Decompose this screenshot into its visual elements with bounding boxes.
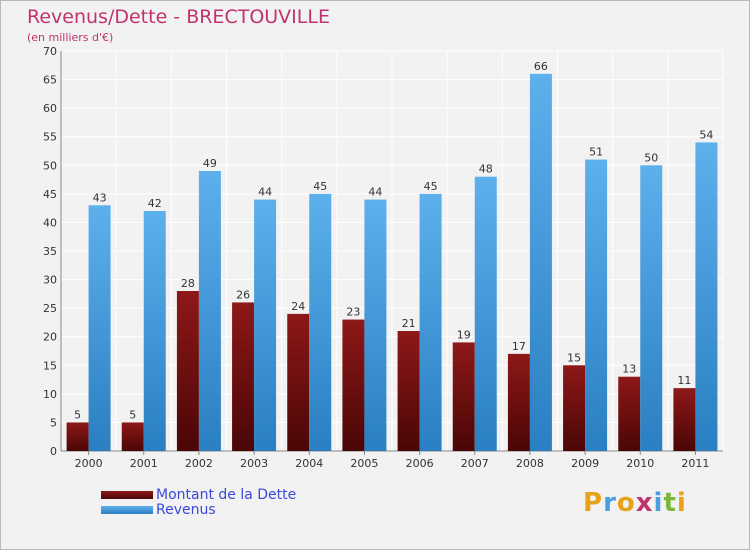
x-tick-label: 2007 <box>461 457 489 470</box>
data-label: 28 <box>181 277 195 290</box>
data-label: 66 <box>534 60 548 73</box>
bar-revenus <box>585 159 608 452</box>
data-label: 11 <box>677 374 691 387</box>
y-tick-label: 65 <box>43 74 57 87</box>
data-label: 21 <box>402 317 416 330</box>
data-label: 19 <box>457 328 471 341</box>
legend-label-revenus: Revenus <box>156 501 216 518</box>
x-tick-label: 2000 <box>75 457 103 470</box>
y-tick-label: 15 <box>43 359 57 372</box>
bar-revenus <box>474 176 497 451</box>
logo-letter: i <box>676 488 687 518</box>
data-label: 5 <box>74 408 81 421</box>
y-tick-label: 55 <box>43 131 57 144</box>
bar-dette <box>673 388 696 451</box>
bar-dette <box>176 291 199 451</box>
data-label: 51 <box>589 146 603 159</box>
legend-swatch-revenus <box>101 505 153 514</box>
bar-dette <box>342 319 365 451</box>
bar-revenus <box>309 193 332 451</box>
y-tick-label: 5 <box>50 416 57 429</box>
legend-label-dette: Montant de la Dette <box>156 486 297 503</box>
data-label: 43 <box>93 191 107 204</box>
y-tick-label: 70 <box>43 45 57 58</box>
proxiti-logo: Proxiti <box>583 488 687 518</box>
bar-dette <box>507 353 530 451</box>
chart-title: Revenus/Dette - BRECTOUVILLE <box>27 6 330 28</box>
chart-subtitle: (en milliers d'€) <box>27 31 114 44</box>
x-tick-label: 2008 <box>516 457 544 470</box>
data-label: 26 <box>236 288 250 301</box>
x-tick-label: 2009 <box>571 457 599 470</box>
y-tick-label: 30 <box>43 274 57 287</box>
data-label: 54 <box>699 128 713 141</box>
legend-item-revenus: Revenus <box>101 501 296 518</box>
data-label: 49 <box>203 157 217 170</box>
bar-revenus <box>695 142 718 451</box>
logo-letter: o <box>616 488 636 518</box>
legend: Montant de la Dette Revenus <box>101 486 297 518</box>
data-label: 44 <box>368 186 382 199</box>
bar-dette <box>121 422 144 451</box>
bar-dette <box>232 302 255 451</box>
legend-item-dette: Montant de la Dette <box>101 486 297 503</box>
bar-revenus <box>254 199 277 451</box>
y-tick-label: 60 <box>43 102 57 115</box>
grid-layer <box>60 50 724 455</box>
x-tick-label: 2001 <box>130 457 158 470</box>
y-tick-label: 25 <box>43 302 57 315</box>
x-tick-label: 2010 <box>626 457 654 470</box>
data-label: 45 <box>424 180 438 193</box>
data-label: 42 <box>148 197 162 210</box>
data-label: 45 <box>313 180 327 193</box>
logo-letter: x <box>635 488 654 518</box>
bar-revenus <box>419 193 442 451</box>
data-label: 17 <box>512 340 526 353</box>
x-tick-label: 2011 <box>681 457 709 470</box>
data-label: 13 <box>622 363 636 376</box>
logo-letter: P <box>583 488 604 518</box>
data-label: 24 <box>291 300 305 313</box>
x-tick-label: 2002 <box>185 457 213 470</box>
data-label: 5 <box>129 408 136 421</box>
y-tick-label: 50 <box>43 159 57 172</box>
bar-dette <box>397 331 420 451</box>
y-tick-label: 10 <box>43 388 57 401</box>
logo-letter: t <box>663 488 677 518</box>
bars-layer <box>66 73 718 452</box>
bar-revenus <box>529 73 552 451</box>
data-label: 23 <box>346 306 360 319</box>
y-tick-label: 0 <box>50 445 57 458</box>
x-tick-label: 2005 <box>350 457 378 470</box>
logo-letter: r <box>603 488 617 518</box>
y-tick-label: 45 <box>43 188 57 201</box>
bar-revenus <box>364 199 387 451</box>
bar-revenus <box>88 205 111 451</box>
data-label: 44 <box>258 186 272 199</box>
data-label: 15 <box>567 351 581 364</box>
y-tick-label: 20 <box>43 331 57 344</box>
y-tick-label: 35 <box>43 245 57 258</box>
data-label: 50 <box>644 151 658 164</box>
bar-dette <box>452 342 475 451</box>
bar-revenus <box>143 211 166 451</box>
logo-letter: i <box>653 488 664 518</box>
bar-revenus <box>198 171 221 451</box>
bar-revenus <box>640 165 663 452</box>
bar-dette <box>287 313 310 451</box>
data-label: 48 <box>479 163 493 176</box>
x-tick-label: 2006 <box>406 457 434 470</box>
bar-dette <box>618 376 641 451</box>
bar-dette <box>66 422 89 451</box>
x-tick-label: 2004 <box>295 457 323 470</box>
bar-dette <box>563 365 586 451</box>
y-tick-label: 40 <box>43 216 57 229</box>
labels-layer: 0 5 10 15 20 25 30 35 40 45 50 55 60 65 70 2000 5 43 2001 5… <box>43 45 713 470</box>
x-tick-label: 2003 <box>240 457 268 470</box>
legend-swatch-dette <box>101 490 153 499</box>
